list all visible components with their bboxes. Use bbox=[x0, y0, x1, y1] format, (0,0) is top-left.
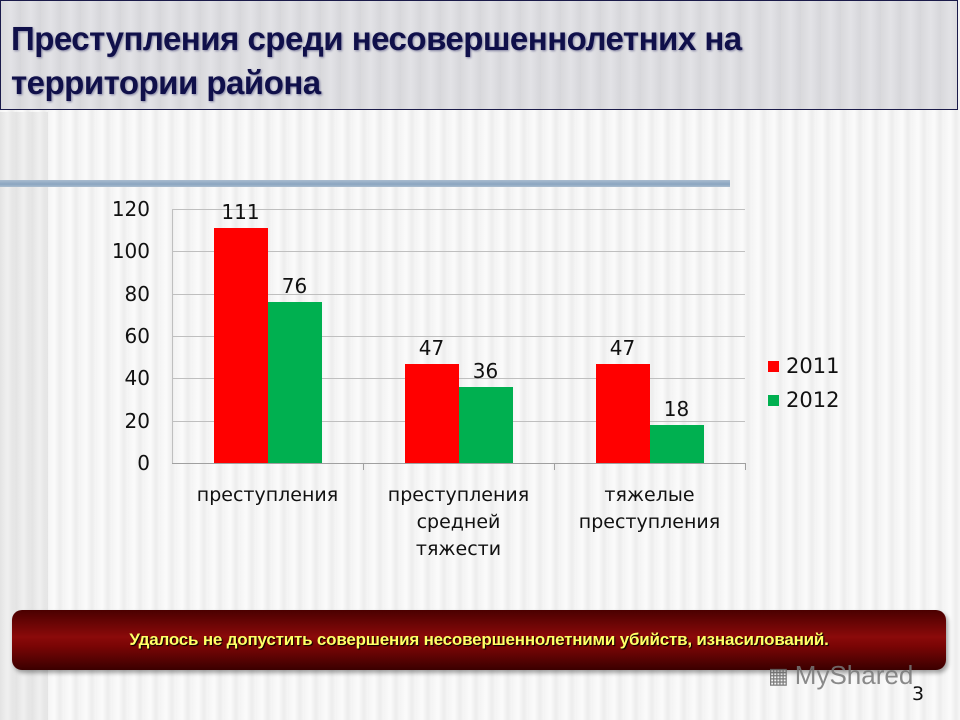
y-tick-label: 120 bbox=[111, 197, 150, 221]
y-tick-label: 60 bbox=[124, 324, 150, 348]
category-label-line: тяжелые bbox=[604, 484, 695, 506]
legend-label: 2011 bbox=[786, 354, 840, 378]
y-tick-label: 100 bbox=[111, 239, 150, 264]
y-tick-label: 20 bbox=[124, 408, 150, 433]
bar-2011 bbox=[595, 363, 650, 463]
category-label-line: средней bbox=[416, 511, 501, 533]
data-label: 47 bbox=[418, 335, 445, 360]
x-tick bbox=[554, 463, 555, 470]
legend-swatch-red bbox=[768, 360, 779, 372]
data-label: 111 bbox=[221, 200, 260, 225]
legend-label: 2012 bbox=[786, 388, 840, 412]
category-label-line: преступления bbox=[578, 511, 721, 533]
y-tick-label: 0 bbox=[137, 451, 150, 475]
bar-2011 bbox=[404, 363, 459, 463]
x-axis bbox=[172, 463, 745, 464]
slide-title: Преступления среди несовершеннолетних на… bbox=[11, 20, 742, 101]
bar-2012 bbox=[267, 302, 322, 463]
x-tick bbox=[363, 463, 364, 470]
category-label: преступления bbox=[173, 482, 363, 509]
bar-2011 bbox=[213, 228, 268, 463]
presentation-board-icon: ▦ bbox=[768, 662, 789, 688]
title-banner: Преступления среди несовершеннолетних на… bbox=[0, 0, 958, 110]
gridline bbox=[172, 293, 745, 295]
note-text: Удалось не допустить совершения несоверш… bbox=[129, 630, 829, 649]
gridline bbox=[172, 251, 745, 253]
watermark: ▦ MyShared bbox=[768, 660, 913, 691]
category-label-line: преступления bbox=[387, 484, 530, 506]
category-label-line: тяжести bbox=[415, 538, 502, 560]
x-tick bbox=[745, 463, 746, 470]
data-label: 36 bbox=[472, 358, 499, 383]
data-label: 47 bbox=[609, 335, 636, 360]
gridline bbox=[172, 378, 745, 380]
data-label: 76 bbox=[281, 274, 308, 299]
chart-legend: 2011 2012 bbox=[768, 349, 839, 417]
category-label-line: преступления bbox=[196, 484, 339, 506]
legend-swatch-green bbox=[768, 394, 779, 406]
legend-item-2011: 2011 bbox=[768, 349, 839, 383]
gridline bbox=[172, 209, 745, 210]
legend-item-2012: 2012 bbox=[768, 383, 839, 417]
gridline bbox=[172, 336, 745, 337]
note-banner: Удалось не допустить совершения несоверш… bbox=[12, 610, 946, 670]
bar-2012 bbox=[649, 424, 704, 463]
y-tick-label: 80 bbox=[124, 281, 150, 306]
watermark-text: MyShared bbox=[794, 660, 914, 690]
slide-number: 3 bbox=[912, 683, 925, 705]
bar-chart: 0 20 40 60 80 100 120 111 76 преступления 47 36 прес… bbox=[111, 197, 746, 563]
category-label: тяжелые преступления bbox=[555, 482, 745, 536]
accent-divider bbox=[0, 180, 730, 187]
y-tick-label: 40 bbox=[124, 366, 150, 391]
category-label: преступления средней тяжести bbox=[364, 482, 554, 563]
bar-2012 bbox=[458, 386, 513, 463]
data-label: 18 bbox=[663, 396, 690, 421]
